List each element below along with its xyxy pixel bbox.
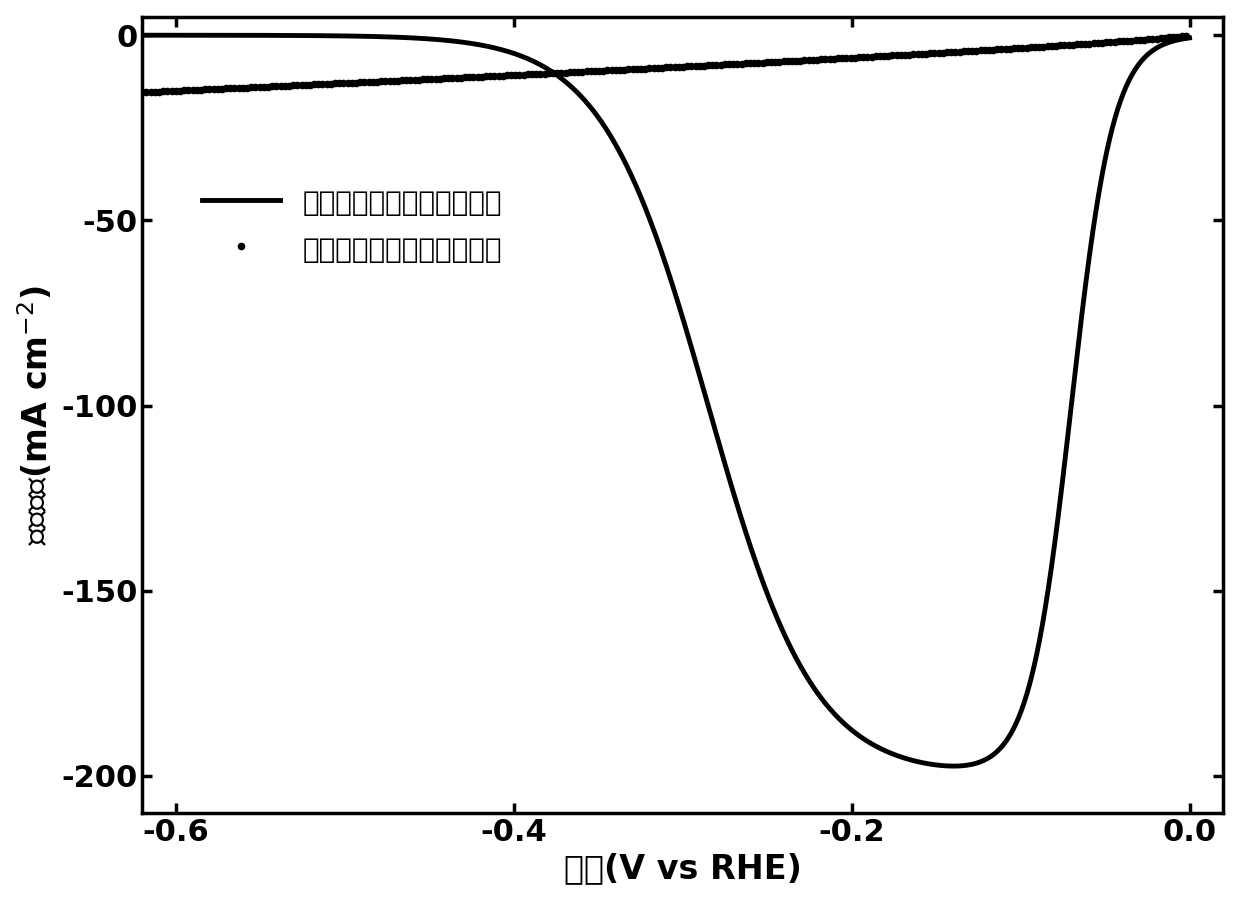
Legend: 小分子调控制备的复合材料, 碳纳米管与小分子的混合物: 小分子调控制备的复合材料, 碳纳米管与小分子的混合物: [188, 174, 516, 278]
碳纳米管与小分子的混合物: [644, 63, 658, 74]
小分子调控制备的复合材料: [135, 30, 150, 41]
碳纳米管与小分子的混合物: [135, 87, 150, 97]
小分子调控制备的复合材料: [960, 759, 975, 770]
碳纳米管与小分子的混合物: [960, 46, 975, 57]
小分子调控制备的复合材料: [188, 30, 203, 41]
碳纳米管与小分子的混合物: [1151, 33, 1166, 44]
小分子调控制备的复合材料: [644, 218, 658, 229]
Line: 碳纳米管与小分子的混合物: 碳纳米管与小分子的混合物: [139, 32, 1193, 96]
Y-axis label: 电流密度(mA cm$^{-2}$): 电流密度(mA cm$^{-2}$): [16, 285, 56, 545]
Line: 小分子调控制备的复合材料: 小分子调控制备的复合材料: [143, 35, 1189, 766]
碳纳米管与小分子的混合物: [188, 85, 203, 96]
碳纳米管与小分子的混合物: [616, 64, 631, 75]
碳纳米管与小分子的混合物: [1182, 30, 1197, 41]
小分子调控制备的复合材料: [1152, 41, 1167, 52]
小分子调控制备的复合材料: [1182, 32, 1197, 43]
小分子调控制备的复合材料: [616, 154, 631, 165]
X-axis label: 电势(V vs RHE): 电势(V vs RHE): [564, 852, 802, 886]
小分子调控制备的复合材料: [1152, 41, 1167, 51]
碳纳米管与小分子的混合物: [1152, 32, 1167, 43]
小分子调控制备的复合材料: [946, 760, 961, 771]
